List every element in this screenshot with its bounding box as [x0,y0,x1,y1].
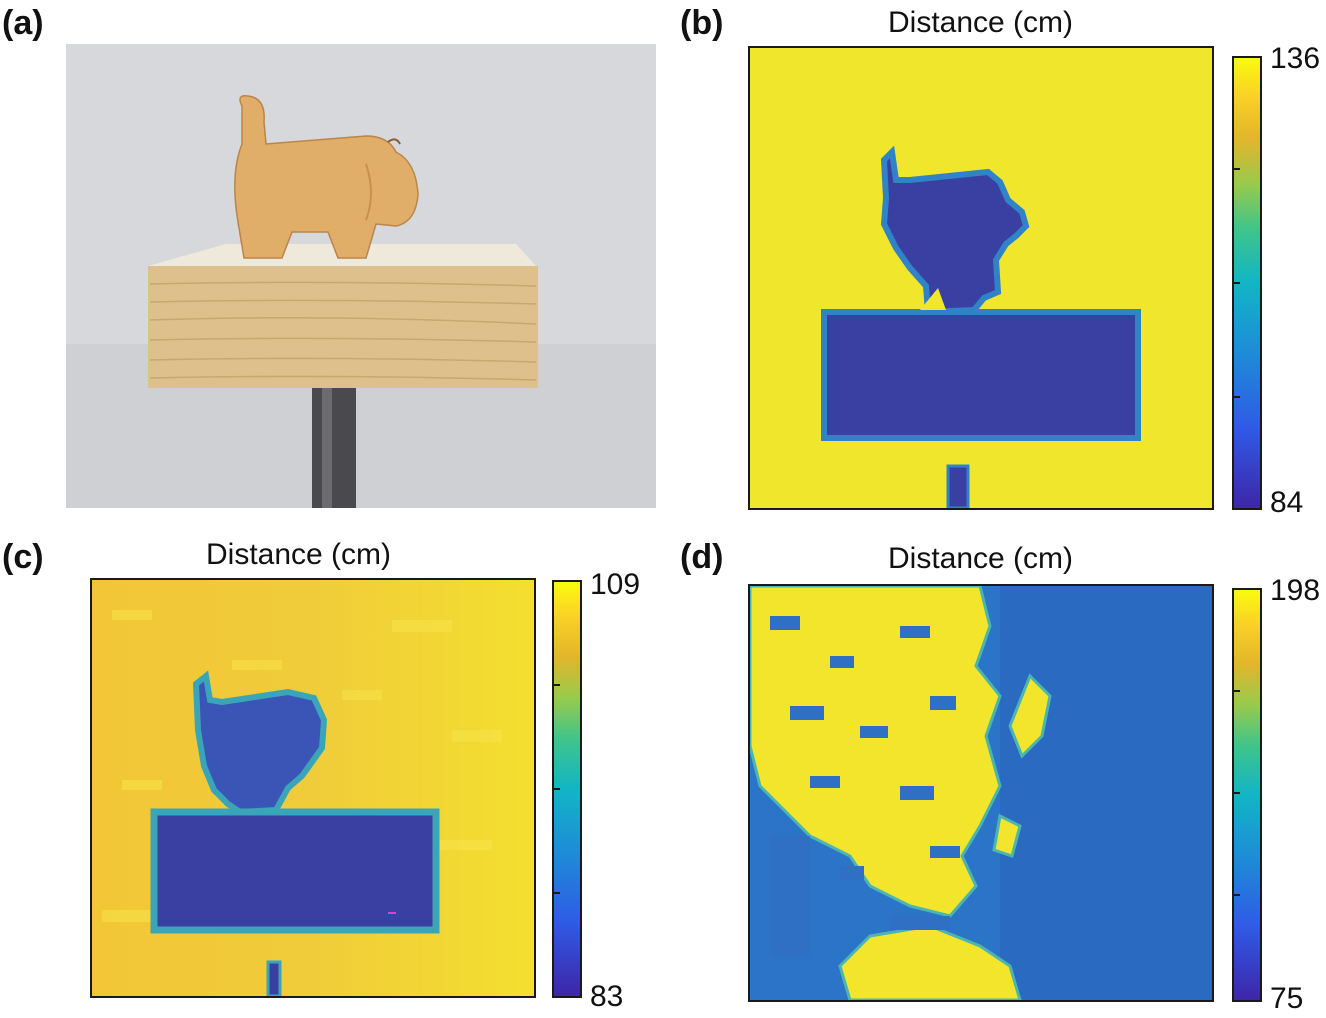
colorbar-c-max: 109 [590,568,641,601]
panel-label-d: (d) [680,538,724,576]
colorbar-d-min: 75 [1270,982,1304,1015]
colorbar-b-max: 136 [1270,42,1321,75]
colorbar-d [1232,588,1262,1002]
colorbar-c [552,580,582,998]
distance-map-b [748,46,1214,510]
colorbar-b [1232,56,1262,510]
distance-map-d [748,584,1214,1002]
colorbar-b-min: 84 [1270,486,1304,519]
colorbar-d-max: 198 [1270,574,1321,607]
panel-c-title: Distance (cm) [206,538,392,571]
panel-b-title: Distance (cm) [888,6,1074,39]
panel-d-title: Distance (cm) [888,542,1074,575]
panel-label-c: (c) [2,538,44,576]
photo-figurine [66,44,656,508]
panel-label-a: (a) [2,4,44,42]
colorbar-c-min: 83 [590,980,624,1013]
distance-map-c [90,578,536,998]
panel-label-b: (b) [680,4,724,42]
